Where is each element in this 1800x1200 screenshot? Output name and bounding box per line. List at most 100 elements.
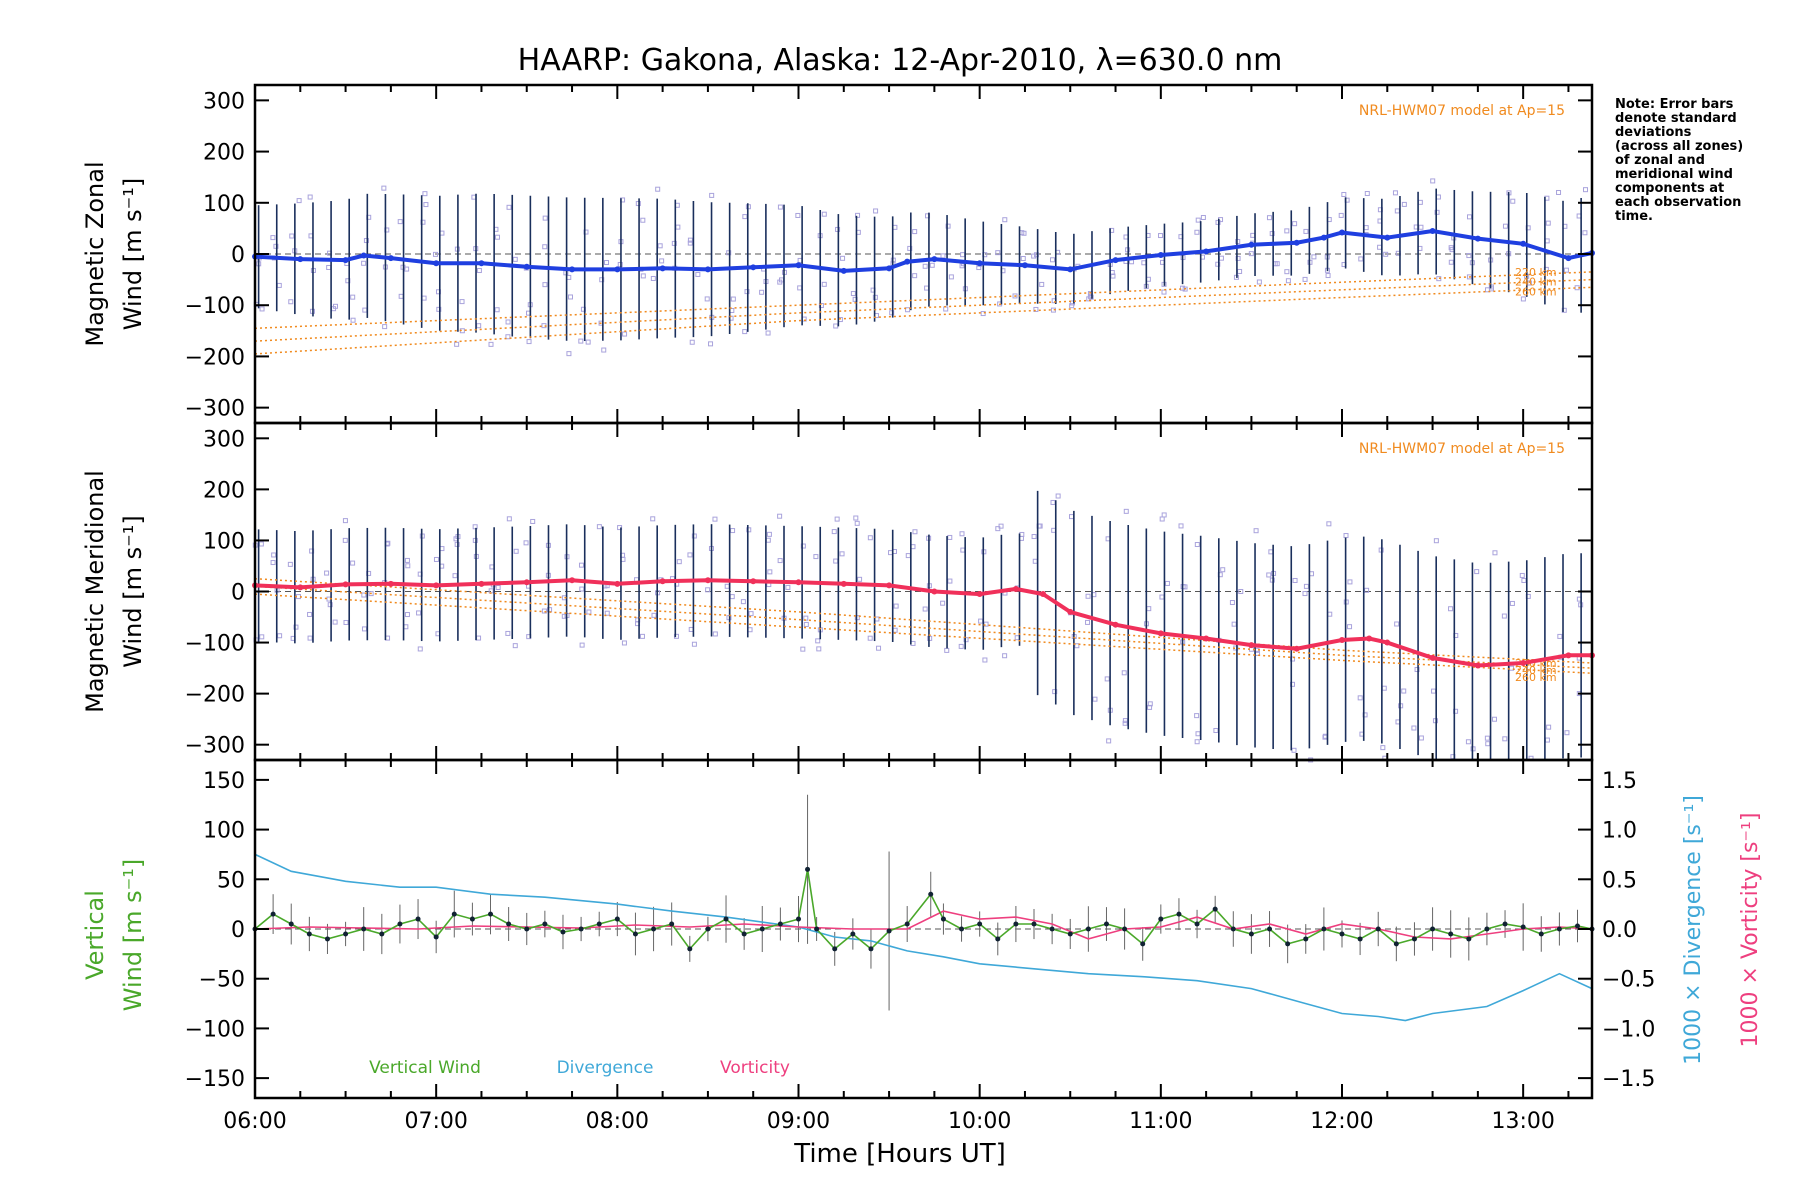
mean-wind-point xyxy=(1474,662,1481,669)
scatter-point xyxy=(1069,303,1075,309)
vertical-wind-point xyxy=(795,916,801,922)
scatter-point xyxy=(651,612,657,618)
y-tick-label: 100 xyxy=(203,529,245,554)
scatter-point xyxy=(1033,252,1039,258)
scatter-point xyxy=(472,524,478,530)
vertical-wind-point xyxy=(1067,931,1073,937)
mean-wind-point xyxy=(478,260,485,267)
y-tick-label: 0 xyxy=(231,581,245,606)
vertical-wind-point xyxy=(1285,941,1291,947)
vertical-wind-point xyxy=(886,928,892,934)
y-axis-label-line2: Wind [m s⁻¹] xyxy=(119,515,147,667)
mean-wind-point xyxy=(297,256,304,263)
scatter-point xyxy=(459,299,465,305)
legend-entry: Vertical Wind xyxy=(369,1058,481,1078)
vertical-wind-point xyxy=(1158,916,1164,922)
model-altitude-label: 260 km xyxy=(1515,285,1557,298)
model-curve xyxy=(254,278,1593,342)
scatter-point xyxy=(1358,256,1364,262)
scatter-point xyxy=(912,229,918,235)
mean-wind-point xyxy=(1293,645,1300,652)
scatter-point xyxy=(1302,591,1308,597)
vertical-wind-point xyxy=(977,921,983,927)
scatter-point xyxy=(1430,178,1436,184)
y-tick-label: −100 xyxy=(185,294,245,319)
scatter-point xyxy=(650,275,656,281)
scatter-point xyxy=(526,339,532,345)
mean-wind-point xyxy=(1320,234,1327,241)
scatter-point xyxy=(1194,542,1200,548)
mean-wind-point xyxy=(1565,652,1572,659)
scatter-point xyxy=(585,339,591,345)
scatter-point xyxy=(1521,577,1527,583)
scatter-point xyxy=(1347,624,1353,630)
scatter-point xyxy=(1020,256,1026,262)
scatter-point xyxy=(1341,191,1347,197)
scatter-point xyxy=(708,341,714,347)
scatter-point xyxy=(839,551,845,557)
vertical-wind-point xyxy=(1321,926,1327,932)
scatter-point xyxy=(945,223,951,229)
scatter-point xyxy=(307,635,313,641)
scatter-point xyxy=(689,339,695,345)
scatter-point xyxy=(422,191,428,197)
mean-wind-point xyxy=(1248,642,1255,649)
vertical-wind-point xyxy=(1194,921,1200,927)
scatter-point xyxy=(361,260,367,266)
mean-wind-point xyxy=(523,579,530,586)
mean-wind-point xyxy=(569,266,576,273)
mean-wind-point xyxy=(478,580,485,587)
vertical-wind-point xyxy=(1339,931,1345,937)
scatter-point xyxy=(1509,665,1515,671)
vertical-wind-point xyxy=(288,921,294,927)
scatter-point xyxy=(834,516,840,522)
scatter-point xyxy=(579,586,585,592)
scatter-point xyxy=(1510,198,1516,204)
mean-wind-point xyxy=(1012,585,1019,592)
scatter-point xyxy=(1519,572,1525,578)
scatter-point xyxy=(327,602,333,608)
vertical-wind-point xyxy=(1502,921,1508,927)
vertical-wind-point xyxy=(759,926,765,932)
scatter-point xyxy=(854,615,860,621)
scatter-point xyxy=(586,609,592,615)
scatter-point xyxy=(495,584,501,590)
scatter-point xyxy=(1303,228,1309,234)
scatter-point xyxy=(578,338,584,344)
vertical-wind-point xyxy=(1375,926,1381,932)
right-tick-label: −1.0 xyxy=(1602,1017,1655,1042)
scatter-point xyxy=(730,528,736,534)
scatter-point xyxy=(831,529,837,535)
vertical-wind-point xyxy=(723,916,729,922)
scatter-point xyxy=(982,657,988,663)
scatter-point xyxy=(1302,276,1308,282)
scatter-point xyxy=(512,643,518,649)
mean-wind-point xyxy=(704,266,711,273)
scatter-point xyxy=(855,212,861,218)
vertical-wind-point xyxy=(1430,926,1436,932)
scatter-point xyxy=(1266,215,1272,221)
scatter-point xyxy=(659,258,665,264)
scatter-point xyxy=(494,307,500,313)
scatter-point xyxy=(604,610,610,616)
scatter-point xyxy=(1556,189,1562,195)
scatter-point xyxy=(1161,289,1167,295)
scatter-point xyxy=(1434,209,1440,215)
scatter-point xyxy=(270,560,276,566)
scatter-point xyxy=(578,562,584,568)
scatter-point xyxy=(1326,521,1332,527)
scatter-point xyxy=(1085,619,1091,625)
note-line: components at xyxy=(1615,181,1724,196)
scatter-point xyxy=(1220,567,1226,573)
scatter-point xyxy=(759,289,765,295)
y-tick-label: −100 xyxy=(185,632,245,657)
scatter-point xyxy=(1031,253,1037,259)
scatter-point xyxy=(816,646,822,652)
scatter-point xyxy=(1285,278,1291,284)
scatter-point xyxy=(1194,229,1200,235)
vertical-wind-point xyxy=(777,921,783,927)
mean-wind-point xyxy=(904,258,911,265)
scatter-point xyxy=(709,192,715,198)
